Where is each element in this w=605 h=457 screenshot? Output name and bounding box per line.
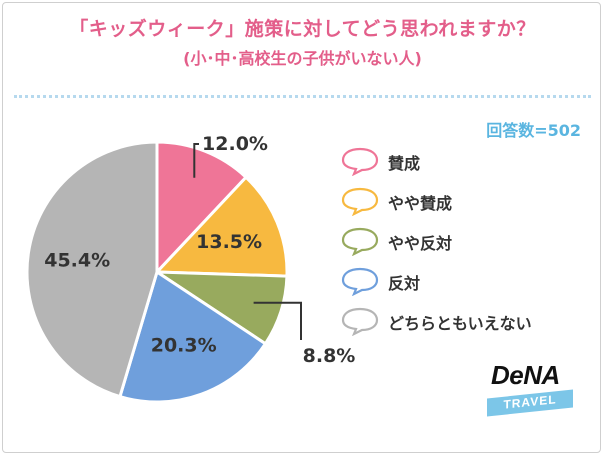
leader-line: [253, 301, 302, 340]
respondent-count: 回答数=502: [486, 121, 581, 140]
legend-item-sansei: 賛成: [340, 144, 590, 184]
logo-ribbon: TRAVEL: [487, 389, 573, 417]
slice-labels: 12.0% 13.5% 8.8% 20.3% 45.4%: [44, 133, 355, 367]
speech-bubble-icon: [341, 147, 379, 176]
logo-wordmark: DeNA: [491, 360, 560, 390]
legend-item-yaya-sansei: やや賛成: [340, 184, 590, 224]
pie-slices: [25, 140, 289, 404]
pie-slice-dochira-tomo: [25, 140, 159, 399]
chart-title: 「キッズウィーク」施策に対してどう思われますか？: [69, 18, 536, 40]
slice-value-label: 20.3%: [151, 334, 217, 356]
leader-line: [193, 143, 199, 178]
logo-subtext: TRAVEL: [503, 392, 557, 412]
leader-lines: [193, 143, 302, 340]
dotted-divider: [14, 95, 591, 98]
pie-slice-sansei: [155, 140, 248, 274]
legend-label: やや反対: [388, 234, 453, 253]
slice-value-label: 13.5%: [196, 231, 262, 253]
legend-label: 賛成: [388, 154, 421, 173]
slice-value-label: 45.4%: [44, 249, 110, 271]
legend-item-dochira-tomo: どちらともいえない: [340, 304, 590, 344]
dena-travel-logo: DeNA TRAVEL: [483, 360, 583, 420]
slice-value-label: 8.8%: [303, 345, 356, 367]
speech-bubble-icon: [341, 227, 379, 256]
legend-item-yaya-hantai: やや反対: [340, 224, 590, 264]
legend-label: どちらともいえない: [388, 314, 532, 333]
speech-bubble-icon: [341, 267, 379, 296]
pie-slice-hantai: [118, 270, 267, 404]
speech-bubble-icon: [341, 187, 379, 216]
legend-item-hantai: 反対: [340, 264, 590, 304]
legend-label: やや賛成: [388, 194, 453, 213]
legend-label: 反対: [388, 274, 421, 293]
pie-slice-yaya-sansei: [155, 175, 289, 278]
speech-bubble-icon: [341, 307, 379, 336]
slice-value-label: 12.0%: [202, 133, 268, 155]
chart-subtitle: (小･中･高校生の子供がいない人): [183, 49, 422, 68]
legend: 賛成 やや賛成 やや反対 反対 どちらともいえない: [340, 144, 590, 344]
